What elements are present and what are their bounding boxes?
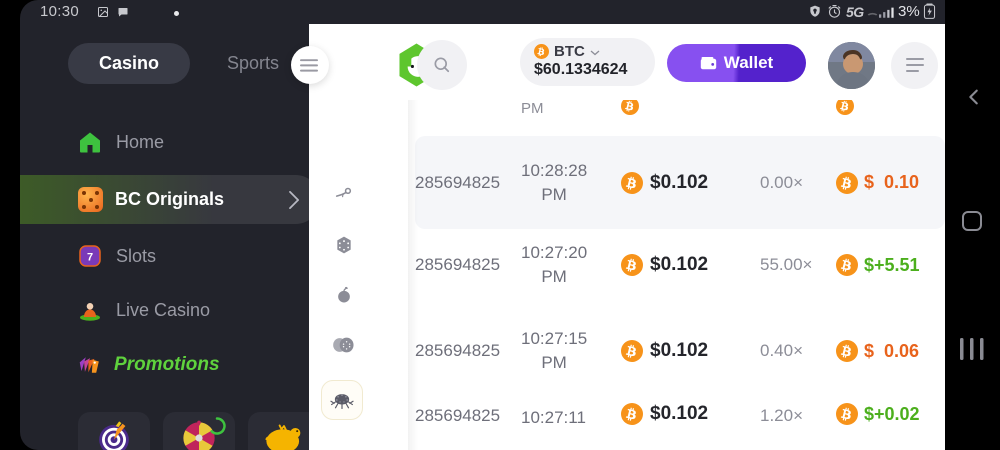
svg-text:7: 7 [87, 252, 93, 264]
